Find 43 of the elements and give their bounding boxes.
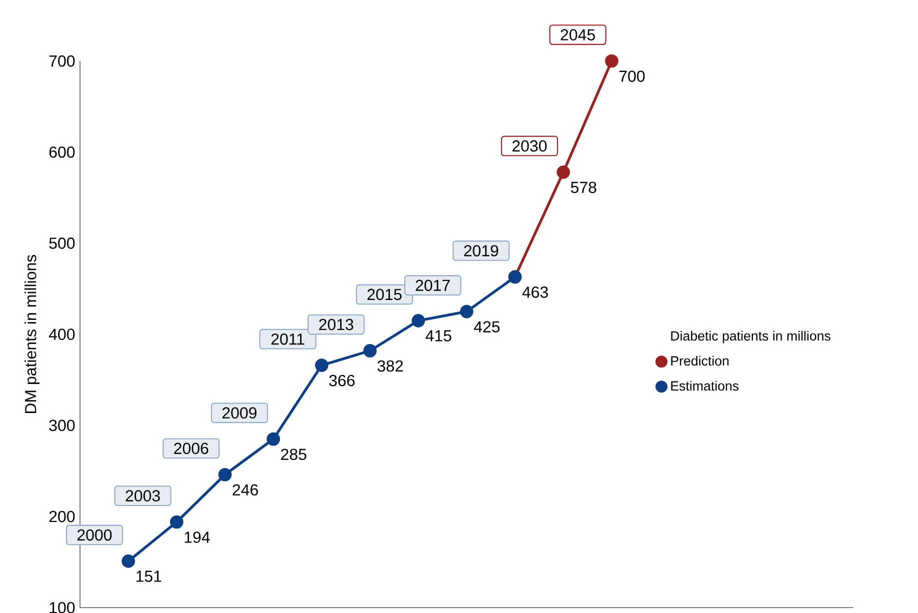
- y-axis-title: DM patients in millions: [24, 254, 40, 414]
- legend-label: Estimations: [671, 380, 739, 391]
- y-tick-label: 300: [49, 420, 75, 432]
- point: [605, 54, 618, 68]
- annotation: 2006: [174, 442, 208, 454]
- point: [315, 358, 328, 372]
- annotation: 2019: [464, 245, 498, 256]
- data-label: 366: [329, 374, 355, 386]
- y-tick-label: 600: [49, 146, 75, 158]
- y-tick-label: 700: [49, 55, 75, 67]
- data-label: 578: [570, 182, 596, 194]
- point: [460, 304, 474, 318]
- point: [363, 344, 377, 358]
- data-label: 246: [232, 484, 258, 496]
- data-label: 151: [136, 570, 162, 582]
- point: [170, 515, 184, 529]
- text: 2045: [560, 29, 595, 40]
- legend-title: Diabetic patients in millions: [671, 330, 830, 344]
- point: [412, 314, 426, 328]
- annotation: 2015: [367, 288, 402, 300]
- annotation: 2000: [77, 529, 112, 541]
- y-tick-label: 400: [48, 328, 75, 340]
- point: [122, 554, 136, 568]
- data-label: 382: [378, 360, 403, 372]
- point: [218, 468, 232, 482]
- point: [556, 165, 570, 179]
- annotation: 2013: [319, 318, 354, 330]
- y-tick-label: 200: [49, 510, 75, 522]
- annotation: 2011: [271, 333, 304, 345]
- annotation: 2003: [126, 490, 160, 502]
- data-label: 415: [426, 330, 452, 342]
- point: [266, 432, 280, 446]
- data-label: 285: [281, 448, 306, 460]
- annotation: 2030: [512, 140, 547, 152]
- data-label: 194: [184, 532, 210, 543]
- annotation: 2017: [416, 280, 450, 292]
- y-tick-label: 100: [50, 602, 75, 613]
- legend-label: Prediction: [671, 356, 729, 366]
- data-label: 425: [474, 321, 500, 332]
- data-label: 463: [522, 286, 548, 298]
- y-tick-label: 500: [49, 238, 75, 249]
- data-label: 700: [619, 70, 645, 82]
- annotation: 2009: [222, 407, 256, 419]
